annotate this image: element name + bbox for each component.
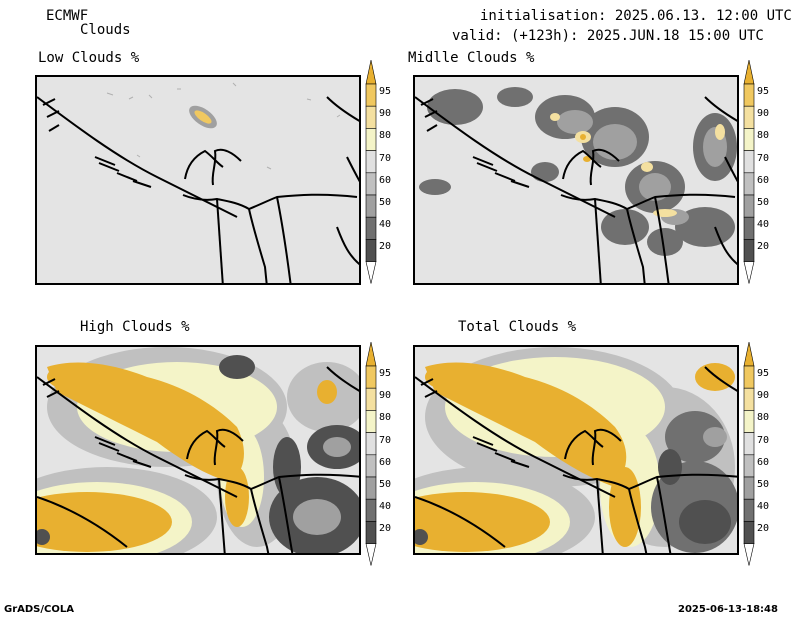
colorbar-top-arrow (743, 341, 755, 367)
colorbar-label: 20 (757, 523, 770, 535)
colorbar-label: 60 (757, 456, 770, 468)
colorbar-label: 70 (379, 434, 392, 446)
footer-timestamp: 2025-06-13-18:48 (678, 604, 778, 615)
colorbar-label: 40 (379, 501, 392, 513)
colorbar-segment (365, 216, 377, 240)
colorbar-segment (743, 172, 755, 196)
colorbar-segment (365, 432, 377, 456)
colorbar-label: 50 (379, 197, 392, 208)
map-panel-high-clouds (35, 345, 361, 555)
colorbar-graphic (365, 59, 377, 284)
colorbar-label: 90 (379, 108, 392, 120)
colorbar-segment (743, 216, 755, 240)
colorbar-segment (365, 172, 377, 196)
colorbar-label: 50 (757, 479, 770, 490)
colorbar-graphic (743, 341, 755, 566)
colorbar-segment (743, 105, 755, 129)
colorbar-segment (743, 365, 755, 389)
colorbar-label: 95 (757, 368, 770, 379)
colorbar-label: 40 (379, 219, 392, 231)
colorbar-graphic (743, 59, 755, 284)
colorbar-label: 20 (379, 523, 392, 535)
colorbar-label: 60 (757, 174, 770, 186)
colorbar-segment (365, 365, 377, 389)
colorbar-segment (365, 454, 377, 478)
map-panel-low-clouds (35, 75, 361, 285)
colorbar-segment (743, 128, 755, 151)
valid-time: valid: (+123h): 2025.JUN.18 15:00 UTC (452, 28, 764, 44)
colorbar-bottom-arrow (743, 261, 755, 284)
colorbar-label: 95 (379, 86, 392, 97)
colorbar-segment (365, 105, 377, 129)
panel-title-low: Low Clouds % (38, 50, 140, 66)
colorbar-segment (743, 239, 755, 262)
colorbar-total: 95 90 80 70 60 50 40 20 (742, 340, 786, 580)
product-name: Clouds (80, 22, 131, 38)
colorbar-segment (365, 476, 377, 500)
colorbar-label: 90 (379, 390, 392, 402)
colorbar-label: 95 (757, 86, 770, 97)
colorbar-bottom-arrow (365, 543, 377, 566)
colorbar-middle: 95 90 80 70 60 50 40 20 (742, 58, 786, 298)
colorbar-label: 80 (757, 130, 770, 142)
colorbar-label: 40 (757, 219, 770, 231)
colorbar-segment (743, 432, 755, 456)
colorbar-label: 40 (757, 501, 770, 513)
colorbar-high: 95 90 80 70 60 50 40 20 (364, 340, 408, 580)
colorbar-segment (743, 410, 755, 433)
panel-title-middle: Midlle Clouds % (408, 50, 535, 66)
colorbar-label: 70 (379, 152, 392, 164)
colorbar-label: 50 (379, 479, 392, 490)
colorbar-label: 80 (757, 412, 770, 424)
colorbar-graphic (365, 341, 377, 566)
colorbar-bottom-arrow (365, 261, 377, 284)
colorbar-label: 95 (379, 368, 392, 379)
colorbar-label: 80 (379, 412, 392, 424)
colorbar-segment (365, 410, 377, 433)
colorbar-label: 20 (379, 241, 392, 253)
init-time: initialisation: 2025.06.13. 12:00 UTC (480, 8, 792, 24)
colorbar-label: 80 (379, 130, 392, 142)
colorbar-label: 90 (757, 390, 770, 402)
colorbar-bottom-arrow (743, 543, 755, 566)
colorbar-label: 60 (379, 456, 392, 468)
panel-title-high: High Clouds % (80, 319, 190, 335)
colorbar-label: 20 (757, 241, 770, 253)
colorbar-segment (365, 521, 377, 544)
colorbar-segment (743, 387, 755, 411)
colorbar-segment (743, 194, 755, 218)
colorbar-segment (365, 194, 377, 218)
colorbar-segment (365, 239, 377, 262)
colorbar-segment (365, 83, 377, 107)
colorbar-segment (365, 150, 377, 174)
colorbar-segment (743, 150, 755, 174)
colorbar-top-arrow (365, 59, 377, 85)
colorbar-segment (743, 83, 755, 107)
colorbar-segment (743, 521, 755, 544)
colorbar-label: 90 (757, 108, 770, 120)
model-name: ECMWF (46, 8, 89, 24)
colorbar-label: 60 (379, 174, 392, 186)
footer-credit: GrADS/COLA (4, 604, 74, 615)
colorbar-top-arrow (365, 341, 377, 367)
colorbar-segment (365, 387, 377, 411)
panel-title-total: Total Clouds % (458, 319, 577, 335)
colorbar-segment (743, 476, 755, 500)
colorbar-label: 70 (757, 152, 770, 164)
colorbar-label: 70 (757, 434, 770, 446)
colorbar-label: 50 (757, 197, 770, 208)
colorbar-top-arrow (743, 59, 755, 85)
colorbar-segment (365, 128, 377, 151)
colorbar-segment (365, 498, 377, 522)
colorbar-segment (743, 454, 755, 478)
map-panel-middle-clouds (413, 75, 739, 285)
colorbar-segment (743, 498, 755, 522)
map-panel-total-clouds (413, 345, 739, 555)
colorbar-low: 95 90 80 70 60 50 40 20 (364, 58, 408, 298)
